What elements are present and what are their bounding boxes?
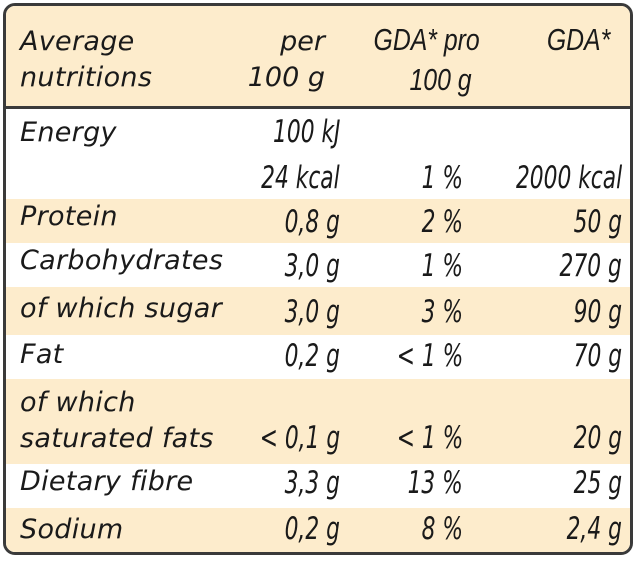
header-divider [6,106,630,109]
row-label: Sodium [20,514,124,545]
header-label-line2: nutritions [20,62,153,93]
row-per100: 0,2 g [284,338,340,374]
row-gda: 25 g [573,465,622,501]
row-pct: 1 % [421,248,463,284]
row-per100: 0,2 g [284,511,340,547]
row-pct: < 1 % [396,420,463,456]
row-gda: 90 g [573,294,622,330]
row-pct: < 1 % [396,338,463,374]
header-col2-line2: 100 g [409,62,472,97]
row-label: Carbohydrates [20,245,224,276]
header-col1-line2: 100 g [247,62,325,93]
row-pct: 13 % [407,465,463,501]
row-per100: 3,0 g [284,294,340,330]
energy-gda: 2000 kcal [515,160,622,196]
energy-kj: 100 kJ [272,114,340,150]
row-label: Energy [20,117,117,148]
row-gda: 270 g [559,248,622,284]
table-row: Carbohydrates 3,0 g 1 % 270 g [6,243,630,287]
table-header: Average nutritions per 100 g GDA* pro 10… [6,6,630,106]
row-gda: 50 g [573,204,622,240]
nutrition-table: Average nutritions per 100 g GDA* pro 10… [3,3,633,555]
row-pct: 8 % [421,511,463,547]
header-col2-line1: GDA* pro [373,22,480,57]
table-row: Protein 0,8 g 2 % 50 g [6,199,630,243]
row-label: of which sugar [20,293,223,324]
header-label-line1: Average [20,26,135,57]
header-col3-line1: GDA* [546,22,610,57]
row-pct: 2 % [421,204,463,240]
row-gda: 20 g [573,420,622,456]
row-label-line2: saturated fats [20,423,214,454]
energy-kcal: 24 kcal [261,160,340,196]
energy-pct: 1 % [421,160,463,196]
row-per100: 3,3 g [284,465,340,501]
row-label: Dietary fibre [20,466,194,497]
table-row: of which sugar 3,0 g 3 % 90 g [6,287,630,335]
row-label: Protein [20,201,118,232]
row-label-line1: of which [20,387,136,418]
header-col1-line1: per [280,26,325,57]
table-row: Sodium 0,2 g 8 % 2,4 g [6,508,630,552]
table-row-energy: Energy 100 kJ 24 kcal 1 % 2000 kcal [6,109,630,199]
row-label: Fat [20,339,64,370]
table-row: Dietary fibre 3,3 g 13 % 25 g [6,464,630,508]
row-pct: 3 % [421,294,463,330]
row-per100: 0,8 g [284,204,340,240]
table-row: of which saturated fats < 0,1 g < 1 % 20… [6,379,630,464]
row-gda: 70 g [573,338,622,374]
table-row: Fat 0,2 g < 1 % 70 g [6,335,630,379]
row-per100: 3,0 g [284,248,340,284]
row-gda: 2,4 g [566,511,622,547]
row-per100: < 0,1 g [259,420,340,456]
